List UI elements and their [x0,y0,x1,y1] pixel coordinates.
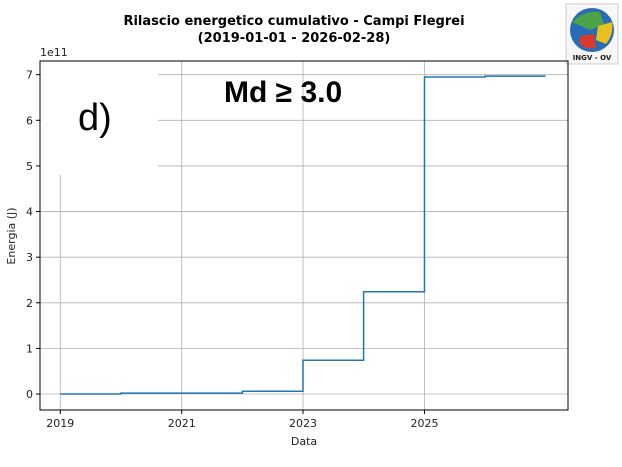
x-tick-label: 2023 [289,417,317,430]
x-tick-label: 2021 [168,417,196,430]
y-tick-label: 0 [26,388,33,401]
magnitude-condition: Md ≥ 3.0 [224,76,342,109]
logo-label: INGV - OV [573,54,612,62]
y-scale-label: 1e11 [40,46,68,59]
y-tick-label: 4 [26,206,33,219]
panel-tag: d) [78,97,112,139]
y-axis: 0 1 2 3 4 5 6 7 [26,69,40,401]
chart-title: Rilascio energetico cumulativo - Campi F… [123,14,464,29]
plot-frame [39,60,569,411]
y-axis-label: Energia (J) [5,207,18,264]
grid [40,61,568,410]
globe-land-icon-2 [596,22,613,44]
chart-subtitle: (2019-01-01 - 2026-02-28) [198,31,391,46]
y-tick-label: 2 [26,297,33,310]
energy-series-line [60,75,546,395]
y-tick-label: 3 [26,251,33,264]
panel-tag-box [41,62,158,175]
x-tick-label: 2019 [46,417,74,430]
y-tick-label: 6 [26,114,33,127]
y-tick-label: 1 [26,342,33,355]
x-axis-label: Data [291,435,317,448]
globe-land-icon [572,11,604,30]
globe-land-icon-3 [580,34,596,49]
x-tick-label: 2025 [410,417,438,430]
y-tick-label: 7 [26,69,33,82]
ingv-logo: INGV - OV [565,3,619,65]
y-tick-label: 5 [26,160,33,173]
x-axis: 2019 2021 2023 2025 [46,410,438,430]
